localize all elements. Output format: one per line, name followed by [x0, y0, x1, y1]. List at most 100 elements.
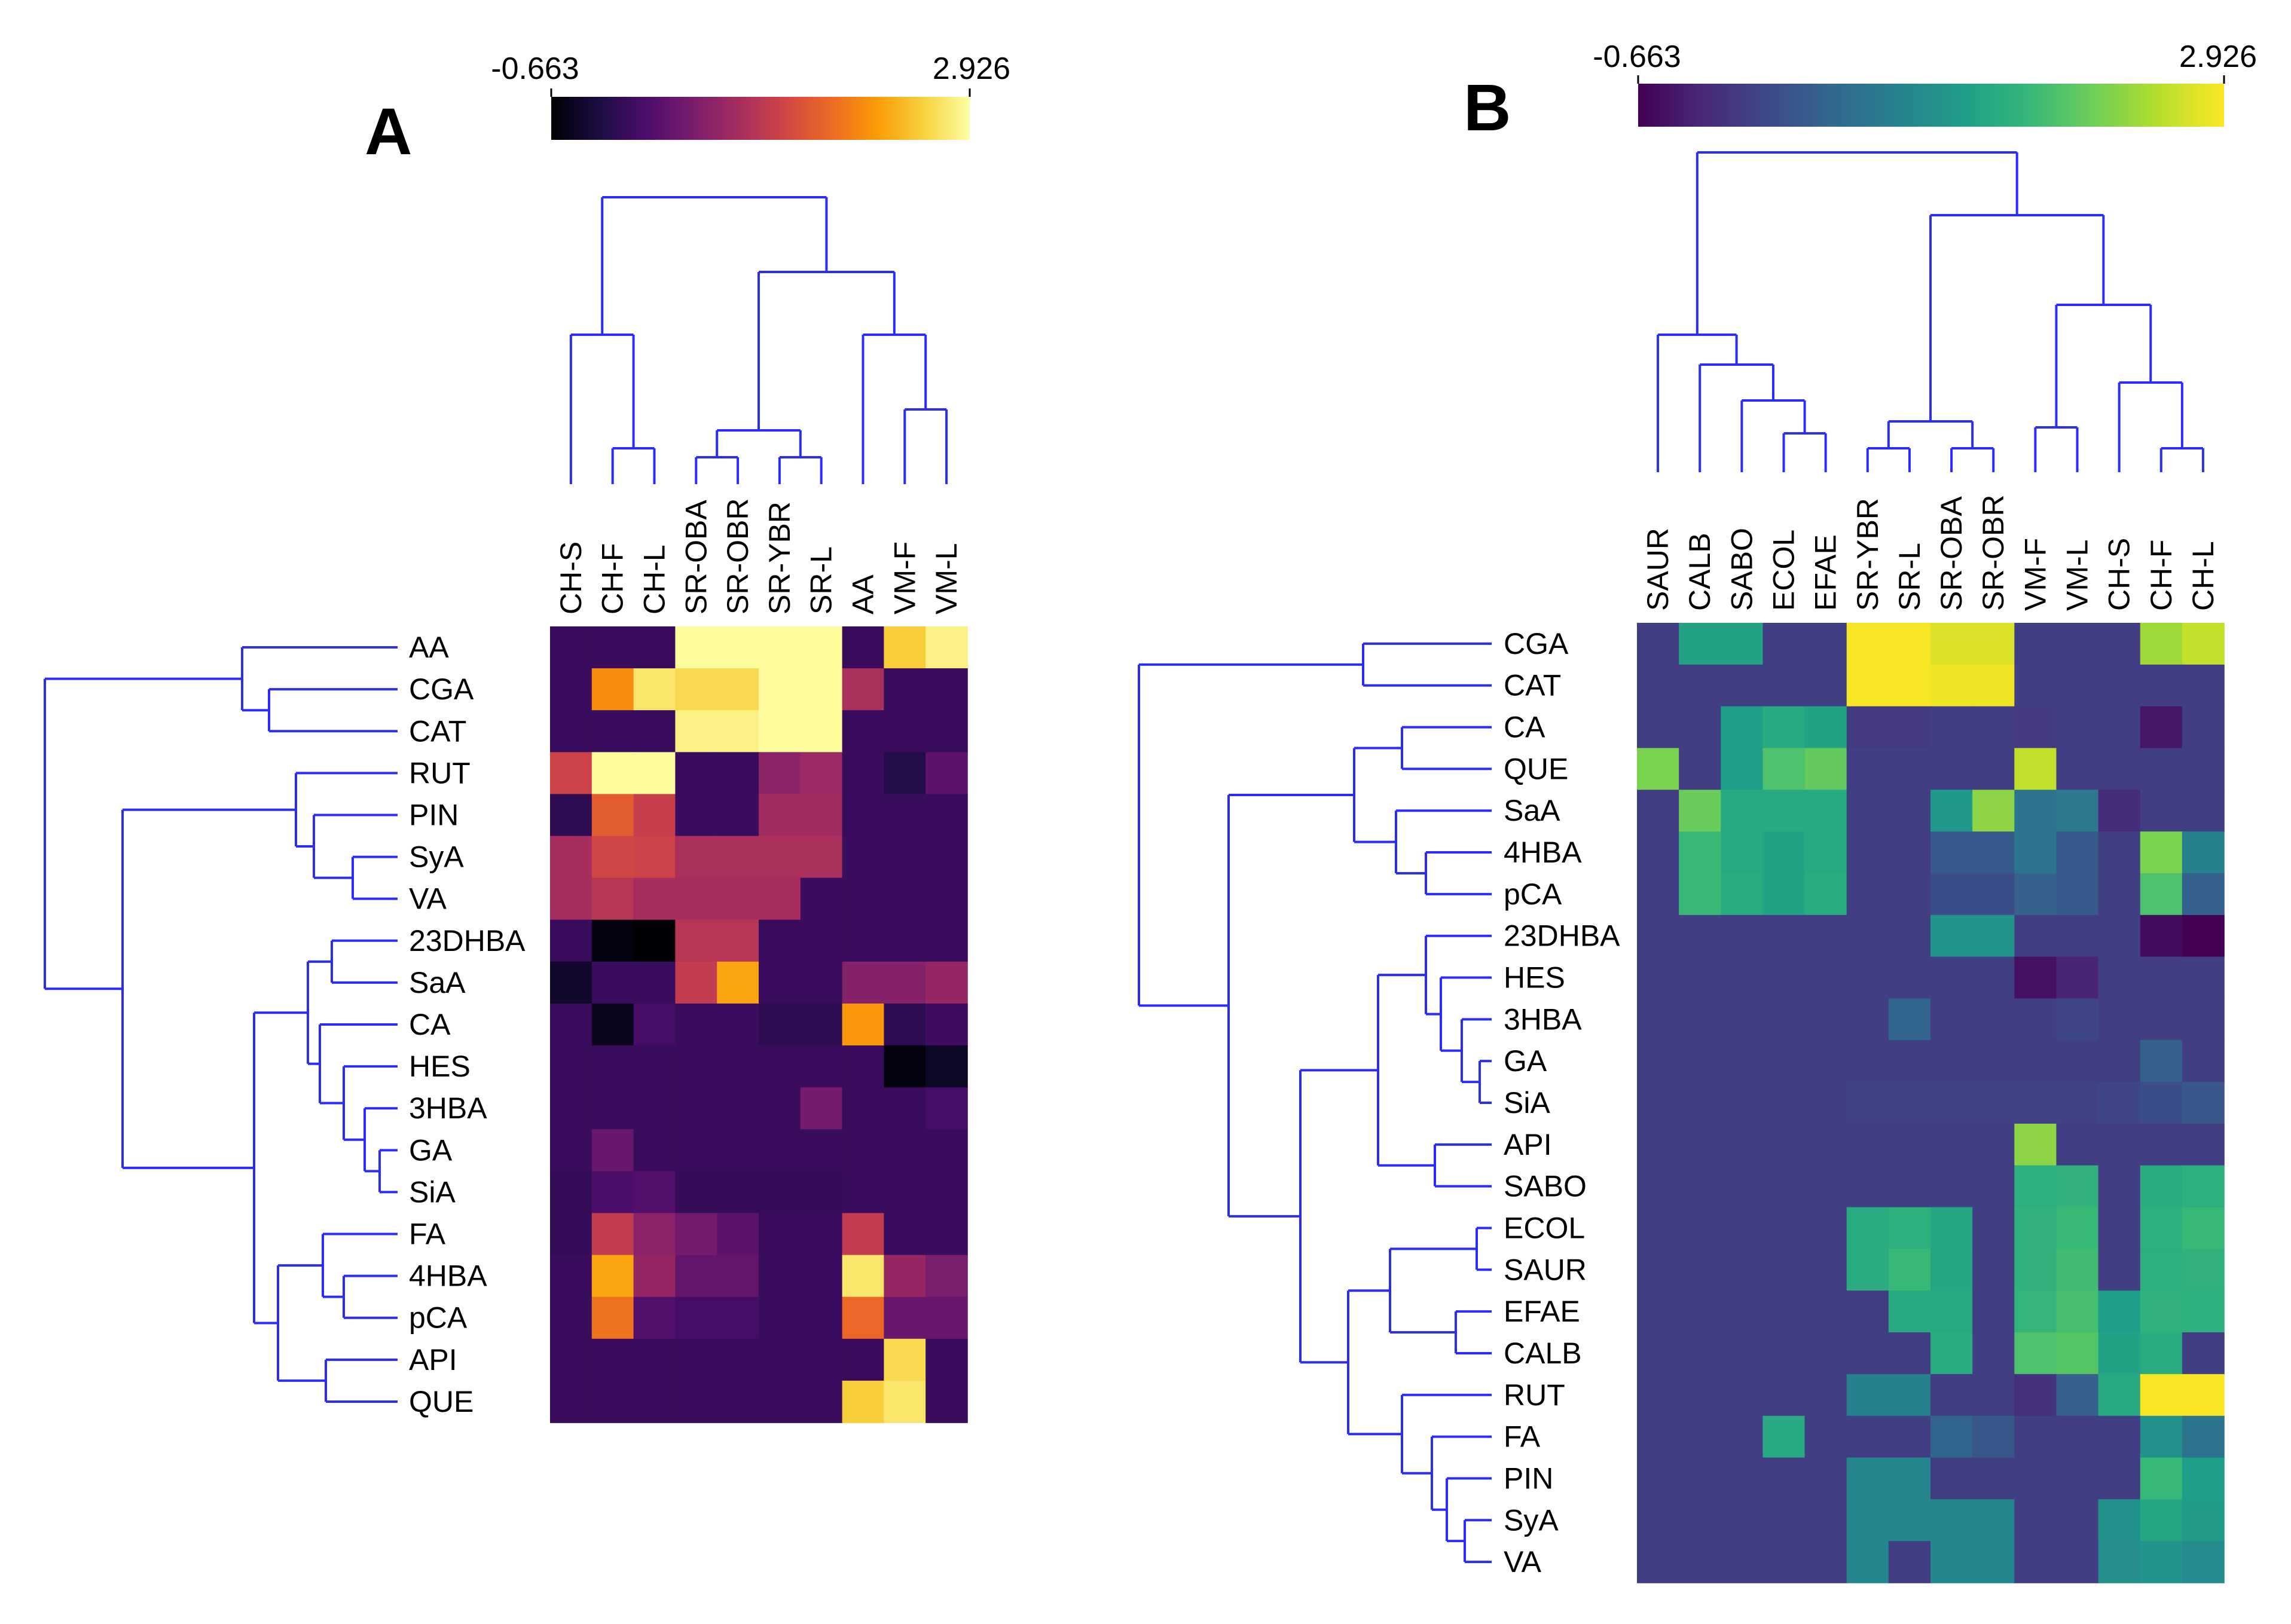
heatmap-cell-efae-sr-ybr [1846, 1290, 1889, 1333]
heatmap-cell-23dhba-sr-l [1888, 915, 1931, 958]
row-label-calb: CALB [1504, 1336, 1582, 1370]
heatmap-cell-pin-sr-ybr [1846, 1457, 1889, 1500]
heatmap-cell-pin-aa [842, 794, 885, 837]
heatmap-cell-saa-ch-l [633, 961, 676, 1004]
heatmap-cell-3hba-ch-s [550, 1087, 592, 1130]
column-label-efae: EFAE [1809, 534, 1843, 611]
heatmap-cell-sya-sr-l [1888, 1499, 1931, 1542]
heatmap-cell-pca-ecol [1762, 873, 1806, 916]
heatmap-cell-4hba-ch-l [2182, 831, 2225, 874]
heatmap-cell-pin-ch-s [2098, 1457, 2141, 1500]
row-label-fa: FA [1504, 1420, 1541, 1454]
heatmap-cell-sabo-sabo [1721, 1165, 1764, 1208]
colorbar-b-max-label: 2.926 [2179, 39, 2257, 74]
heatmap-cell-ga-vm-l [2056, 1040, 2099, 1082]
heatmap-cell-va-ch-f [591, 877, 634, 920]
heatmap-cell-cga-sr-ybr [1846, 623, 1889, 665]
row-label-cat: CAT [1504, 669, 1561, 702]
heatmap-cell-pca-ch-s [2098, 873, 2141, 916]
row-label-efae: EFAE [1504, 1295, 1580, 1328]
heatmap-cell-ga-sr-obr [717, 1129, 759, 1172]
heatmap-cell-saa-sr-obr [717, 961, 759, 1004]
heatmap-cell-saa-sr-ybr [1846, 790, 1889, 832]
column-label-sabo: SABO [1725, 528, 1758, 611]
heatmap-cell-pca-vm-f [884, 1296, 926, 1339]
heatmap-cell-sia-sr-ybr [759, 1171, 801, 1214]
heatmap-cell-4hba-sr-obr [1972, 831, 2015, 874]
heatmap-cell-api-sr-ybr [759, 1338, 801, 1381]
heatmap-cell-va-ch-s [2098, 1541, 2141, 1583]
heatmap-cell-va-ch-f [2140, 1541, 2183, 1583]
heatmap-cell-sia-ecol [1762, 1082, 1806, 1124]
colorbar-a-max-label: 2.926 [933, 51, 1010, 86]
heatmap-cell-saa-sr-l [1888, 790, 1931, 832]
row-label-api: API [409, 1343, 457, 1377]
heatmap-cell-sya-sr-ybr [759, 836, 801, 879]
heatmap-cell-fa-sabo [1721, 1415, 1764, 1458]
heatmap-cell-saur-vm-l [2056, 1249, 2099, 1292]
heatmap-cell-23dhba-vm-l [2056, 915, 2099, 958]
heatmap-cell-23dhba-sr-ybr [1846, 915, 1889, 958]
heatmap-cell-pca-ch-f [2140, 873, 2183, 916]
heatmap-cell-cat-saur [1637, 664, 1679, 707]
heatmap-cell-23dhba-sabo [1721, 915, 1764, 958]
heatmap-cell-sya-vm-f [884, 836, 926, 879]
column-label-vm-f: VM-F [888, 542, 921, 614]
row-label-va: VA [409, 882, 447, 916]
heatmap-cell-sia-sabo [1721, 1082, 1764, 1124]
heatmap-cell-3hba-sr-l [1888, 998, 1931, 1041]
heatmap-cell-aa-sr-l [800, 626, 843, 669]
column-label-ecol: ECOL [1767, 530, 1801, 611]
heatmap-cell-ga-sabo [1721, 1040, 1764, 1082]
heatmap-cell-sabo-calb [1679, 1165, 1722, 1208]
heatmap-cell-sia-sr-oba [675, 1171, 717, 1214]
row-label-rut: RUT [1504, 1378, 1565, 1412]
heatmap-cell-sya-ecol [1762, 1499, 1806, 1542]
heatmap-cell-cat-sr-obr [717, 710, 759, 753]
heatmap-cell-sabo-ch-s [2098, 1165, 2141, 1208]
heatmap-cell-cat-vm-f [2014, 664, 2057, 707]
heatmap-cell-rut-sabo [1721, 1374, 1764, 1417]
heatmap-cell-pin-sr-ybr [759, 794, 801, 837]
heatmap-cell-ga-sr-ybr [759, 1129, 801, 1172]
heatmap-cell-rut-sr-ybr [759, 752, 801, 795]
row-label-cga: CGA [1504, 627, 1569, 660]
heatmap-cell-que-ch-s [550, 1380, 592, 1423]
heatmap-cell-va-vm-f [2014, 1541, 2057, 1583]
column-label-ch-l: CH-L [638, 545, 671, 614]
heatmap-cell-cga-aa [842, 668, 885, 711]
heatmap-cell-ga-sr-oba [1930, 1040, 1973, 1082]
heatmap-cell-calb-sr-obr [1972, 1332, 2015, 1375]
heatmap-cell-ca-sr-oba [675, 1003, 717, 1046]
column-label-sr-l: SR-L [1893, 543, 1926, 611]
heatmap-cell-rut-ch-f [2140, 1374, 2183, 1417]
heatmap-cell-cat-ecol [1762, 664, 1806, 707]
heatmap-cell-cat-ch-f [591, 710, 634, 753]
heatmap-cell-sia-ch-l [633, 1171, 676, 1214]
heatmap-cell-cga-sr-l [1888, 623, 1931, 665]
heatmap-cell-23dhba-saur [1637, 915, 1679, 958]
heatmap-cell-4hba-saur [1637, 831, 1679, 874]
heatmap-cell-va-sabo [1721, 1541, 1764, 1583]
heatmap-cell-aa-aa [842, 626, 885, 669]
heatmap-cell-fa-sr-ybr [759, 1213, 801, 1256]
heatmap-cell-23dhba-sr-oba [1930, 915, 1973, 958]
heatmap-cell-saur-ch-f [2140, 1249, 2183, 1292]
heatmap-cell-4hba-ch-f [591, 1255, 634, 1298]
heatmap-cell-fa-sr-l [1888, 1415, 1931, 1458]
heatmap-cell-efae-efae [1804, 1290, 1847, 1333]
heatmap-cell-va-sr-oba [675, 877, 717, 920]
heatmap-cell-rut-vm-l [2056, 1374, 2099, 1417]
row-dendrogram [44, 646, 398, 1403]
heatmap-cell-hes-sr-ybr [1846, 956, 1889, 999]
heatmap-cell-ecol-vm-f [2014, 1207, 2057, 1250]
heatmap-cell-ecol-vm-l [2056, 1207, 2099, 1250]
heatmap-cell-aa-ch-f [591, 626, 634, 669]
heatmap-cell-cat-sr-ybr [1846, 664, 1889, 707]
heatmap-cell-cga-vm-f [884, 668, 926, 711]
row-label-sya: SyA [1504, 1503, 1559, 1537]
heatmap-cell-hes-sr-oba [675, 1045, 717, 1088]
heatmap-cell-pin-efae [1804, 1457, 1847, 1500]
heatmap-cell-api-ch-s [2098, 1123, 2141, 1166]
